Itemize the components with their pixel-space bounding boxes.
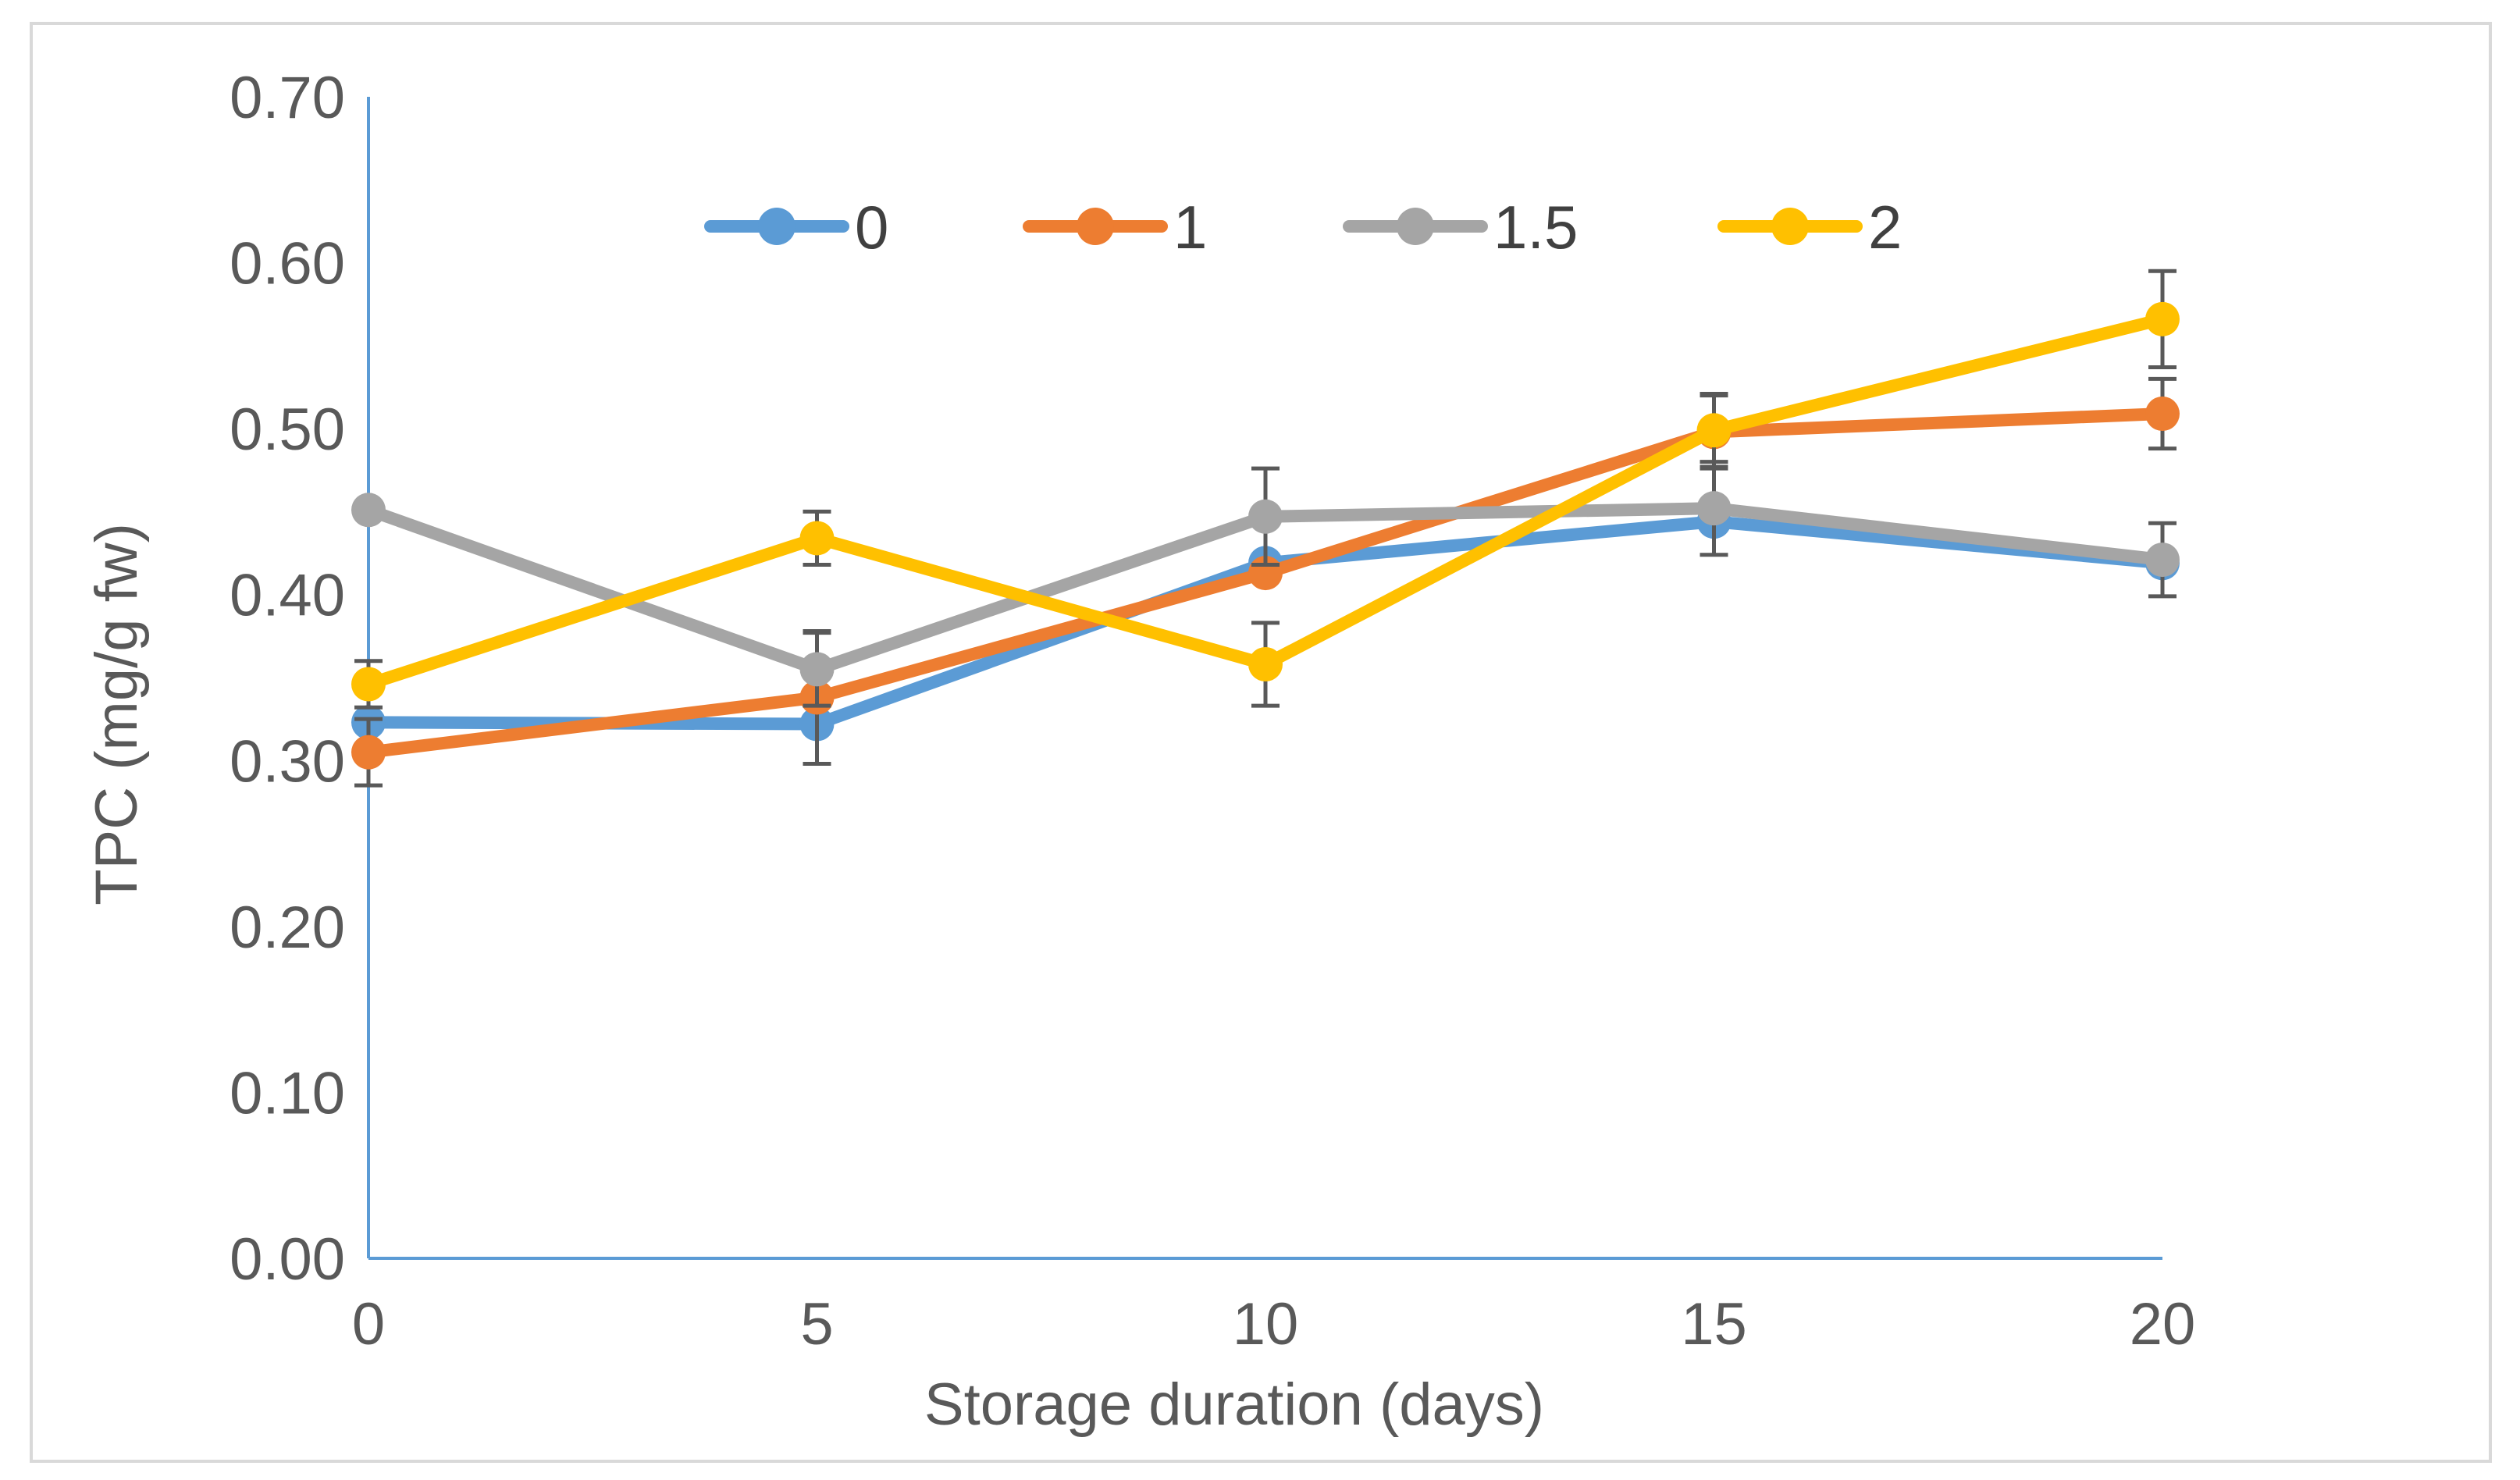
data-point xyxy=(351,735,386,770)
legend-label: 2 xyxy=(1868,193,1902,261)
y-tick-label: 0.50 xyxy=(230,397,345,463)
x-axis-title: Storage duration (days) xyxy=(924,1371,1544,1438)
x-tick-label: 5 xyxy=(800,1291,833,1357)
data-point xyxy=(2145,543,2180,578)
legend: 0 1 1.5 2 xyxy=(704,193,1902,261)
data-point xyxy=(2145,397,2180,432)
data-point xyxy=(1696,413,1732,448)
x-axis: 0 5 10 15 20 xyxy=(352,1257,2196,1357)
data-point xyxy=(799,652,835,687)
data-point xyxy=(351,493,386,528)
x-tick-label: 0 xyxy=(352,1291,385,1357)
legend-marker xyxy=(1397,208,1434,245)
y-tick-label: 0.30 xyxy=(230,728,345,795)
data-point xyxy=(1696,491,1732,526)
y-tick-label: 0.40 xyxy=(230,563,345,629)
legend-marker xyxy=(1771,208,1809,245)
legend-label: 0 xyxy=(855,193,888,261)
x-tick-label: 15 xyxy=(1681,1291,1747,1357)
legend-item: 1 xyxy=(1023,193,1207,261)
series-1 xyxy=(351,376,2180,788)
legend-item: 0 xyxy=(704,193,888,261)
y-tick-label: 0.00 xyxy=(230,1226,345,1293)
y-tick-label: 0.70 xyxy=(230,65,345,131)
legend-item: 2 xyxy=(1717,193,1902,261)
legend-label: 1.5 xyxy=(1493,193,1578,261)
x-tick-label: 20 xyxy=(2130,1291,2196,1357)
y-axis-title: TPC (mg/g fw) xyxy=(84,523,150,905)
x-tick-label: 10 xyxy=(1233,1291,1299,1357)
legend-marker xyxy=(1077,208,1114,245)
legend-item: 1.5 xyxy=(1343,193,1578,261)
legend-marker xyxy=(758,208,796,245)
y-tick-label: 0.60 xyxy=(230,231,345,297)
legend-label: 1 xyxy=(1173,193,1207,261)
series-group xyxy=(351,269,2180,788)
data-point xyxy=(799,521,835,556)
data-point xyxy=(351,667,386,702)
data-point xyxy=(2145,301,2180,336)
y-tick-label: 0.20 xyxy=(230,895,345,961)
y-tick-label: 0.10 xyxy=(230,1060,345,1126)
y-axis: 0.00 0.10 0.20 0.30 0.40 0.50 0.60 0.70 xyxy=(230,65,370,1293)
series-2 xyxy=(351,269,2180,710)
data-point xyxy=(1248,646,1283,681)
data-point xyxy=(1248,499,1283,534)
